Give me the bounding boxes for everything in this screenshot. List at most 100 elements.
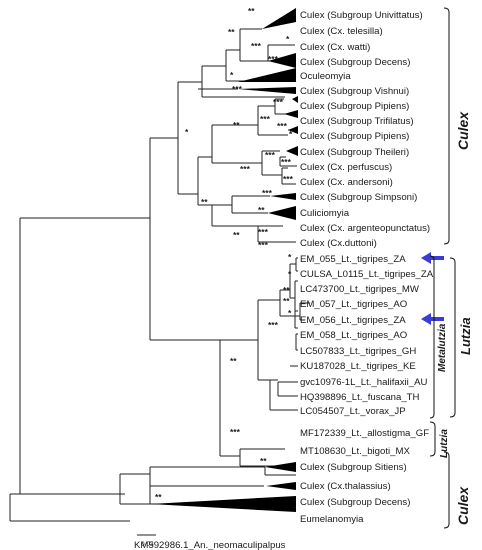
- collapsed-clade-culiciomyia: [268, 206, 296, 220]
- branch-main-split: [149, 137, 220, 341]
- support-value: *: [288, 269, 292, 279]
- collapsed-clade-pipiens2: [288, 126, 298, 134]
- support-value: **: [230, 356, 237, 366]
- support-value: **: [258, 205, 265, 215]
- collapsed-clade-univittatus: [262, 8, 296, 29]
- support-value: ***: [240, 164, 251, 174]
- branch-pip-node: [211, 124, 262, 164]
- taxon-label: EM_057_Lt._tigripes_AO: [300, 299, 407, 310]
- branch-lower-mid: [211, 204, 258, 227]
- taxon-label: KU187028_Lt._tigripes_KE: [300, 361, 416, 372]
- branch-tig-e: [294, 310, 298, 329]
- collapsed-clade-vishnui: [238, 87, 296, 94]
- branch-sitiens-node: [119, 473, 150, 505]
- bracket-lutzia-small: [429, 421, 436, 457]
- taxon-label: MT108630_Lt._bigoti_MX: [300, 446, 410, 457]
- taxon-label: Culex (Subgroup Decens): [300, 497, 410, 508]
- taxon-label: Culex (Cx. perfuscus): [300, 162, 392, 173]
- arrow-left-icon: [421, 252, 444, 264]
- support-value: ***: [277, 121, 288, 131]
- taxon-label: Culex (Cx. watti): [300, 42, 370, 53]
- support-value: ***: [268, 320, 279, 330]
- taxon-label: MF172339_Lt._allostigma_GF: [300, 428, 429, 439]
- collapsed-clade-sitiens: [265, 462, 296, 472]
- support-value: **: [283, 296, 290, 306]
- support-value: *: [288, 252, 292, 262]
- taxon-label: LC054507_Lt._vorax_JP: [300, 406, 406, 417]
- taxon-label: Culex (Subgroup Decens): [300, 57, 410, 68]
- taxon-label: gvc10976-1L_Lt._halifaxii_AU: [300, 377, 428, 388]
- branch-sitiens-inner: [149, 466, 265, 487]
- branch-tig-a: [289, 263, 296, 299]
- support-value: ***: [281, 157, 292, 167]
- collapsed-clades: [150, 8, 298, 512]
- support-value: **: [233, 120, 240, 130]
- branch-lutzia: [219, 339, 258, 457]
- taxon-label: Culex (Subgroup Sitiens): [300, 462, 407, 473]
- taxon-label: Culex (Subgroup Pipiens): [300, 131, 409, 142]
- support-value: *: [185, 127, 189, 137]
- branch-mid-culex: [197, 156, 212, 206]
- branch-lower-culex: [119, 482, 125, 495]
- branch-argent-node: [257, 225, 296, 243]
- support-value: ***: [232, 84, 243, 94]
- support-value: **: [283, 285, 290, 295]
- support-values: ** ** * *** *** * *** * *** *** *** * **…: [155, 6, 294, 502]
- taxon-label: CULSA_L0115_Lt._tigripes_ZA: [300, 269, 434, 280]
- support-value: **: [260, 456, 267, 466]
- support-value: **: [228, 27, 235, 37]
- collapsed-clade-eumelanomyia: [150, 496, 296, 512]
- support-value: ***: [265, 150, 276, 160]
- branch-pip-inner: [257, 105, 288, 136]
- collapsed-clade-decens: [268, 53, 296, 68]
- collapsed-clade-theileri: [286, 146, 298, 156]
- bracket-metalutzia: [429, 255, 435, 419]
- taxon-label-outgroup: KM592986.1_An._neomaculipalpus: [134, 540, 286, 550]
- group-label-lutzia-small: Lutzia: [439, 429, 450, 458]
- support-value: ***: [251, 41, 262, 51]
- support-value: ***: [262, 188, 273, 198]
- branch-thalassius: [264, 467, 296, 476]
- taxon-label: Culex (Subgroup Theileri): [300, 147, 409, 158]
- branch-tig-f: [295, 333, 298, 351]
- branch-tig-d: [299, 302, 310, 321]
- collapsed-clade-decens2: [266, 482, 296, 490]
- taxon-label: EM_056_Lt._tigripes_ZA: [300, 315, 406, 326]
- branch-andersoni-node: [281, 167, 296, 185]
- taxon-label: Culex (Subgroup Univittatus): [300, 10, 423, 21]
- taxon-label: Eumelanomyia: [300, 514, 364, 525]
- taxon-label: Culiciomyia: [300, 208, 350, 219]
- scale-bar: 0.03: [137, 534, 156, 548]
- taxon-label: Oculeomyia: [300, 71, 351, 82]
- taxon-label: Culex (Subgroup Vishnui): [300, 86, 409, 97]
- collapsed-clade-trifilatus: [284, 110, 298, 118]
- support-value: **: [248, 6, 255, 16]
- branch-ingroup: [19, 217, 150, 495]
- taxon-labels: Culex (Subgroup Univittatus) Culex (Cx. …: [134, 10, 434, 550]
- bracket-culex-top: [443, 7, 450, 245]
- branch-tig-b: [295, 257, 298, 272]
- collapsed-clade-simpsoni: [270, 193, 296, 200]
- branch-lutzia-inner: [257, 299, 280, 381]
- taxon-label: Culex (Subgroup Simpsoni): [300, 192, 417, 203]
- tree-branches: [9, 28, 310, 522]
- branch-perfuscus-node: [279, 156, 297, 167]
- branch-upper-culex: [177, 81, 202, 195]
- support-value: ***: [230, 427, 241, 437]
- support-value: **: [201, 197, 208, 207]
- branch-root: [9, 493, 130, 522]
- support-value: ***: [258, 240, 269, 250]
- support-value: ***: [283, 174, 294, 184]
- taxon-label: Culex (Subgroup Trifilatus): [300, 116, 414, 127]
- taxon-label: LC473700_Lt._tigripes_MW: [300, 284, 420, 295]
- highlight-arrows: [421, 252, 444, 325]
- support-value: ***: [258, 227, 269, 237]
- taxon-label: LC507833_Lt._tigripes_GH: [300, 346, 416, 357]
- branch-halifaxii-inner: [277, 381, 298, 397]
- taxon-label: Culex (Cx. telesilla): [300, 26, 383, 37]
- support-value: *: [288, 308, 292, 318]
- collapsed-clade-pipiens: [292, 96, 298, 103]
- taxon-label: EM_055_Lt._tigripes_ZA: [300, 254, 406, 265]
- group-label-metalutzia: Metalutzia: [437, 323, 448, 372]
- support-value: **: [233, 230, 240, 240]
